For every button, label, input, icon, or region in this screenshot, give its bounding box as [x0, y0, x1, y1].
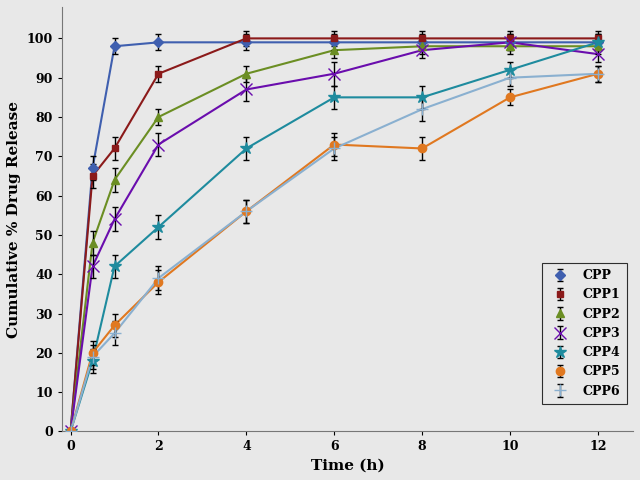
Legend: CPP, CPP1, CPP2, CPP3, CPP4, CPP5, CPP6: CPP, CPP1, CPP2, CPP3, CPP4, CPP5, CPP6 [541, 263, 627, 404]
Y-axis label: Cumulative % Drug Release: Cumulative % Drug Release [7, 101, 21, 338]
X-axis label: Time (h): Time (h) [310, 459, 384, 473]
